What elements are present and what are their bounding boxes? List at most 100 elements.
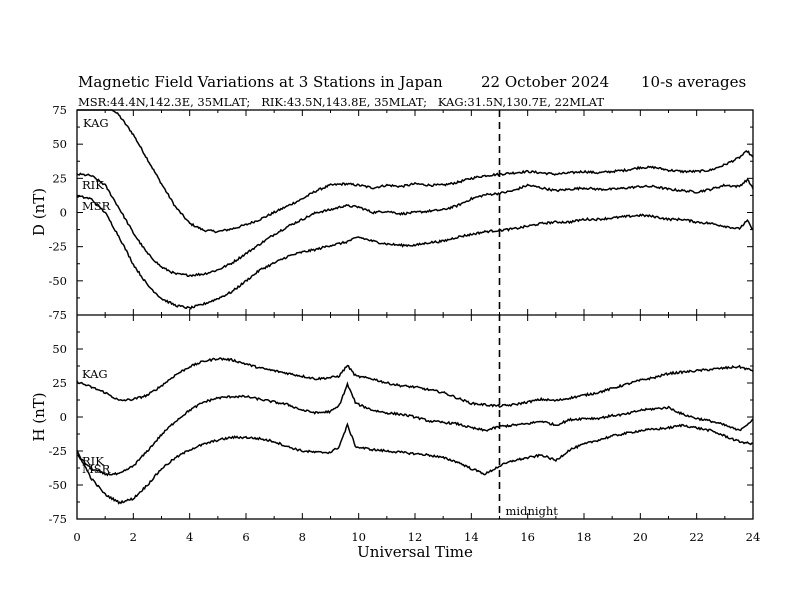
series-line-kag [76,357,754,408]
data-point-rik [527,423,528,424]
data-point-kag [513,404,514,405]
data-point-kag [612,388,613,389]
data-point-msr [485,231,486,232]
data-point-kag [119,115,120,116]
data-point-msr [372,241,373,242]
data-point-msr [457,237,458,238]
data-point-msr [245,280,246,281]
data-point-rik [457,205,458,206]
data-point-rik [724,425,725,426]
data-point-kag [724,164,725,165]
data-point-rik [710,189,711,190]
data-point-msr [119,502,120,503]
x-tick-label: 22 [689,530,704,544]
y-tick-label: -25 [48,444,67,458]
data-point-msr [499,465,500,466]
data-point-rik [668,407,669,408]
data-point-kag [119,400,120,401]
data-point-kag [471,403,472,404]
data-point-kag [189,366,190,367]
data-point-msr [90,478,91,479]
data-point-kag [668,373,669,374]
data-point-rik [231,396,232,397]
data-point-kag [76,381,77,382]
series-kag-panel-2: KAG [76,357,754,408]
data-point-msr [724,226,725,227]
data-point-kag [386,185,387,186]
data-point-kag [330,185,331,186]
data-point-rik [203,273,204,274]
data-point-msr [119,237,120,238]
data-point-kag [259,219,260,220]
data-point-kag [747,150,748,151]
data-point-msr [640,430,641,431]
data-point-kag [330,377,331,378]
data-point-kag [161,385,162,386]
data-point-kag [274,370,275,371]
series-rik-panel-2: RIK [76,381,754,477]
data-point-kag [245,224,246,225]
station-label-rik: RIK [82,454,104,468]
data-point-rik [428,211,429,212]
data-point-rik [161,434,162,435]
data-point-kag [626,384,627,385]
data-point-rik [541,420,542,421]
data-point-rik [133,465,134,466]
data-point-rik [76,454,77,455]
data-point-kag [386,382,387,383]
data-point-msr [668,219,669,220]
data-point-kag [569,172,570,173]
data-point-kag [175,374,176,375]
data-point-kag [738,157,739,158]
data-point-msr [640,215,641,216]
data-point-rik [724,185,725,186]
data-point-kag [640,380,641,381]
data-point-msr [583,219,584,220]
data-point-kag [443,392,444,393]
data-point-msr [738,228,739,229]
y-tick-label: 25 [52,376,67,390]
data-point-msr [612,435,613,436]
data-point-msr [189,449,190,450]
data-point-msr [316,452,317,453]
data-point-kag [372,378,373,379]
data-point-rik [640,410,641,411]
station-label-msr: MSR [82,462,111,476]
data-point-rik [499,193,500,194]
series-line-msr [76,422,754,505]
data-point-kag [217,231,218,232]
x-tick-label: 14 [464,530,479,544]
data-point-rik [428,420,429,421]
data-point-kag [76,109,77,110]
x-tick-label: 18 [577,530,592,544]
data-point-rik [414,212,415,213]
data-point-msr [414,453,415,454]
data-point-msr [355,446,356,447]
series-line-kag [77,109,754,234]
data-point-msr [696,427,697,428]
data-point-msr [626,433,627,434]
data-point-msr [274,262,275,263]
data-point-msr [428,242,429,243]
data-point-rik [597,418,598,419]
x-tick-label: 20 [633,530,648,544]
data-point-rik [626,187,627,188]
data-point-rik [569,419,570,420]
data-point-kag [527,401,528,402]
data-point-rik [288,404,289,405]
data-point-kag [344,183,345,184]
data-point-kag [485,404,486,405]
data-point-kag [457,397,458,398]
data-point-kag [710,170,711,171]
data-point-msr [696,221,697,222]
data-point-kag [338,376,339,377]
y-tick-label: -25 [48,240,67,254]
data-point-rik [316,212,317,213]
data-point-rik [541,187,542,188]
data-point-rik [738,430,739,431]
data-point-kag [90,109,91,110]
data-point-msr [105,494,106,495]
data-point-rik [386,211,387,212]
data-point-msr [485,474,486,475]
series-msr-panel-1: MSR [76,194,754,310]
